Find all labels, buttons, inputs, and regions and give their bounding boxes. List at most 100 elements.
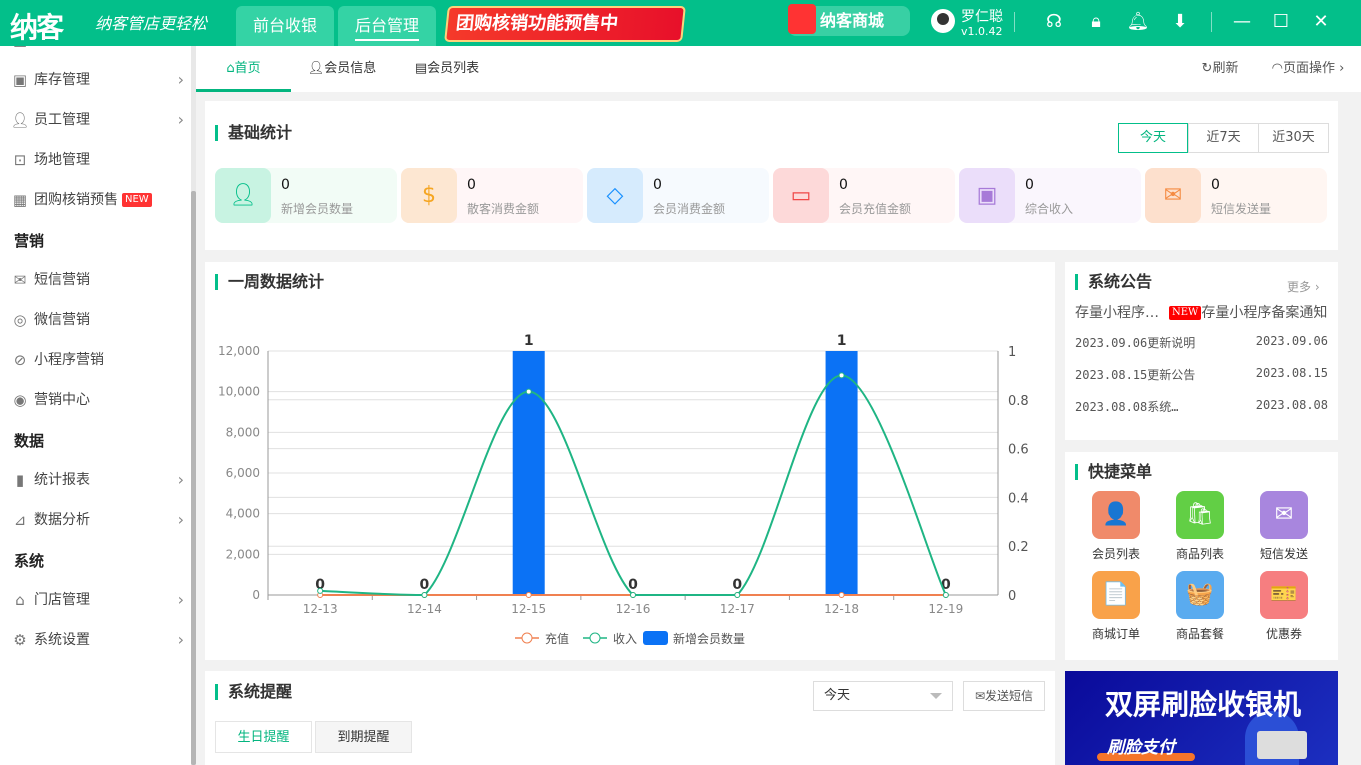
diamond-icon: ◇: [587, 168, 643, 223]
y-left-tick: 8,000: [226, 425, 260, 439]
sidebar-item[interactable]: ◉ 营销中心: [0, 380, 192, 420]
notice-more-link[interactable]: 更多 ›: [1287, 280, 1320, 294]
tab-front-cashier[interactable]: 前台收银: [236, 6, 334, 46]
sms-icon: ✉: [13, 271, 27, 289]
x-tick-label: 12-14: [407, 602, 442, 616]
y-left-tick: 10,000: [218, 385, 260, 399]
version: v1.0.42: [961, 25, 1003, 38]
tab-member-info[interactable]: 👤︎会员信息: [307, 61, 377, 76]
maximize-icon[interactable]: ☐: [1272, 11, 1290, 32]
notice-item[interactable]: 存量小程序… NEW 存量小程序备案通知: [1075, 305, 1328, 321]
range-30days[interactable]: 近30天: [1258, 124, 1328, 152]
tab-member-list[interactable]: ▤会员列表: [414, 61, 480, 76]
bar-data-label: 0: [315, 577, 325, 593]
sidebar-item[interactable]: ◎ 微信营销: [0, 300, 192, 340]
range-7days[interactable]: 近7天: [1188, 124, 1258, 152]
refresh-button[interactable]: ↻刷新: [1201, 61, 1239, 76]
download-icon[interactable]: ⬇: [1172, 11, 1188, 32]
bell-icon[interactable]: 🔔︎: [1126, 11, 1150, 32]
envelope-icon: ✉: [974, 689, 986, 703]
notice-item[interactable]: 2023.09.06更新说明 2023.09.06: [1075, 334, 1328, 350]
sidebar-item[interactable]: ✉ 短信营销: [0, 260, 192, 300]
send-sms-button[interactable]: ✉发送短信: [963, 681, 1045, 711]
y-right-tick: 0: [1008, 589, 1016, 604]
stat-label: 新增会员数量: [281, 202, 354, 216]
sidebar-item[interactable]: 👤︎ 员工管理 ›: [0, 100, 192, 140]
quick-menu-item[interactable]: 🛍 商品列表: [1165, 491, 1235, 562]
sidebar-item[interactable]: ▣ 库存管理 ›: [0, 60, 192, 100]
card-icon: ▭: [773, 168, 829, 223]
page-tab-bar: ⌂首页 👤︎会员信息 ▤会员列表 ↻刷新 ◠页面操作 ›: [196, 46, 1361, 92]
sidebar-item[interactable]: ⚙ 系统设置 ›: [0, 620, 192, 660]
list-icon: ▤: [414, 61, 428, 76]
divider: [1211, 12, 1212, 32]
chevron-right-icon: ›: [177, 470, 184, 489]
promo-banner[interactable]: 团购核销功能预售中: [444, 6, 686, 42]
avatar[interactable]: [931, 9, 955, 33]
quick-menu-item[interactable]: ✉ 短信发送: [1249, 491, 1319, 562]
minimize-icon[interactable]: —: [1233, 11, 1251, 32]
legend-swatch: [589, 632, 601, 644]
legend-swatch: [643, 631, 668, 645]
stat-card: ▭ 0 会员充值金额: [773, 168, 955, 223]
quick-menu-item[interactable]: 📄 商城订单: [1081, 571, 1151, 642]
coupon-icon: 🎫: [1260, 571, 1308, 619]
line-point: [525, 592, 532, 598]
line-point: [630, 592, 636, 598]
stat-card: ✉ 0 短信发送量: [1145, 168, 1327, 223]
stat-card: $0 散客消费金额: [401, 168, 583, 223]
x-tick-label: 12-15: [511, 602, 546, 616]
stat-value: 0: [839, 177, 848, 193]
quick-menu-title: 快捷菜单: [1075, 464, 1152, 480]
headset-icon[interactable]: ☊: [1046, 11, 1062, 32]
y-right-tick: 0.2: [1008, 540, 1029, 555]
user-name[interactable]: 罗仁聪: [961, 9, 1003, 25]
goods-icon: ▥: [10, 46, 30, 60]
reminder-title: 系统提醒: [215, 684, 292, 700]
y-left-tick: 6,000: [226, 466, 260, 480]
chevron-right-icon: ›: [177, 110, 184, 129]
tab-backend-admin[interactable]: 后台管理: [338, 6, 436, 46]
y-right-tick: 1: [1008, 345, 1016, 360]
staff-icon: 👤︎: [10, 111, 30, 129]
quick-menu-item[interactable]: 👤 会员列表: [1081, 491, 1151, 562]
basket-icon: 🧺: [1176, 571, 1224, 619]
miniapp-icon: ⊘: [13, 351, 27, 369]
stat-value: 0: [1025, 177, 1034, 193]
chevron-right-icon: ›: [177, 510, 184, 529]
sidebar-item[interactable]: ⊡ 场地管理: [0, 140, 192, 180]
wallet-icon: ▣: [959, 168, 1015, 223]
bar-data-label: 0: [420, 577, 430, 593]
tab-expiry-reminder[interactable]: 到期提醒: [315, 721, 412, 753]
slogan: 纳客管店更轻松: [95, 14, 208, 33]
quick-menu-item[interactable]: 🎫 优惠券: [1249, 571, 1319, 642]
reminder-date-select[interactable]: 今天: [813, 681, 953, 711]
sidebar-item[interactable]: ⌂ 门店管理 ›: [0, 580, 192, 620]
quick-menu-item[interactable]: 🧺 商品套餐: [1165, 571, 1235, 642]
page-operations-button[interactable]: ◠页面操作 ›: [1271, 61, 1345, 76]
lock-icon[interactable]: 🔒︎: [1091, 11, 1101, 32]
divider: [1014, 12, 1015, 32]
sidebar-item[interactable]: ⊘ 小程序营销: [0, 340, 192, 380]
range-selector: 今天 近7天 近30天: [1118, 123, 1329, 153]
chevron-right-icon: ›: [178, 46, 184, 60]
line-point: [942, 592, 949, 598]
notice-item[interactable]: 2023.08.15更新公告 2023.08.15: [1075, 366, 1328, 382]
tab-birthday-reminder[interactable]: 生日提醒: [215, 721, 312, 753]
logo: 纳客: [10, 11, 64, 44]
range-today[interactable]: 今天: [1118, 123, 1188, 153]
store-icon: ⌂: [15, 591, 25, 609]
sidebar-item[interactable]: ▦ 团购核销预售 NEW: [0, 180, 192, 220]
mall-button[interactable]: 纳客商城: [788, 4, 910, 36]
mail-icon: ✉: [1145, 168, 1201, 223]
close-icon[interactable]: ✕: [1313, 11, 1329, 32]
ad-banner[interactable]: 双屏刷脸收银机 刷脸支付: [1065, 671, 1338, 765]
tab-home[interactable]: ⌂首页: [196, 46, 291, 92]
notice-item[interactable]: 2023.08.08系统… 2023.08.08: [1075, 398, 1328, 414]
sidebar-section-header: 系统: [14, 552, 45, 570]
sidebar-item[interactable]: ▮ 统计报表 ›: [0, 460, 192, 500]
sidebar-item[interactable]: ⊿ 数据分析 ›: [0, 500, 192, 540]
sidebar-scrollbar[interactable]: [191, 46, 196, 765]
sidebar-item[interactable]: ▥商品管理›: [0, 46, 192, 60]
sidebar-section-header: 数据: [14, 432, 45, 450]
